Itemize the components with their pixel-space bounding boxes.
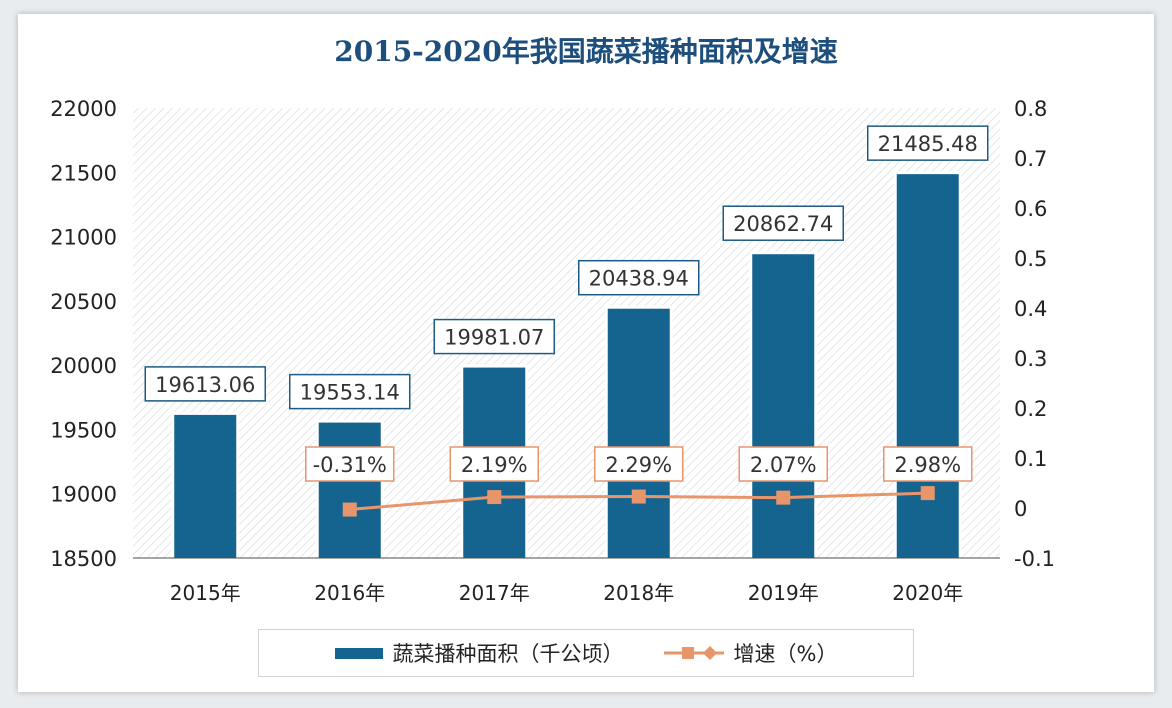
x-tick-label: 2019年: [748, 581, 819, 605]
growth-data-label-box: [738, 446, 828, 482]
chart-title: 2015-2020年我国蔬菜播种面积及增速: [334, 35, 838, 68]
bar-data-label-box: [433, 318, 555, 355]
bar-data-label: 19981.07: [444, 326, 544, 350]
right-tick-label: 0: [1014, 497, 1027, 521]
bar: [607, 308, 670, 558]
bar-data-label-box: [289, 373, 411, 410]
legend-item-area: 蔬菜播种面积（千公顷）: [334, 638, 624, 668]
x-tick-label: 2016年: [314, 581, 385, 605]
left-tick-label: 21500: [50, 161, 117, 185]
bar-data-label: 20862.74: [733, 212, 833, 236]
bar: [318, 422, 381, 558]
left-tick-label: 22000: [50, 97, 117, 121]
bar-data-label: 19613.06: [155, 373, 255, 397]
right-tick-label: -0.1: [1014, 547, 1055, 571]
growth-data-label-box: [449, 446, 539, 482]
left-tick-label: 18500: [50, 547, 117, 571]
bar-data-label-box: [578, 259, 700, 296]
legend-swatch-line: [663, 646, 724, 660]
right-tick-label: 0.6: [1014, 197, 1047, 221]
bar-data-label: 21485.48: [878, 132, 978, 156]
x-tick-label: 2017年: [459, 581, 530, 605]
growth-data-label: 2.07%: [750, 453, 817, 477]
bar-data-label-box: [144, 366, 266, 402]
left-tick-label: 19000: [50, 483, 117, 507]
right-tick-label: 0.1: [1014, 447, 1047, 471]
growth-marker: [776, 490, 791, 505]
bar-data-label-box: [722, 205, 844, 241]
right-tick-label: 0.7: [1014, 147, 1047, 171]
growth-marker: [920, 486, 935, 501]
legend: 蔬菜播种面积（千公顷） 增速（%）: [258, 629, 914, 677]
bar: [174, 414, 237, 558]
growth-data-label-box: [594, 446, 684, 482]
left-tick-label: 21000: [50, 226, 117, 250]
growth-data-label-box: [883, 446, 973, 482]
legend-swatch-bar: [334, 647, 383, 659]
bar-data-label-box: [867, 125, 989, 161]
x-tick-label: 2018年: [603, 581, 674, 605]
bar-data-label: 20438.94: [589, 267, 689, 291]
bar: [896, 174, 959, 558]
x-tick-label: 2020年: [892, 581, 963, 605]
growth-marker: [631, 489, 646, 504]
growth-data-label: 2.98%: [894, 453, 961, 477]
left-tick-label: 20500: [50, 290, 117, 314]
right-tick-label: 0.5: [1014, 247, 1047, 271]
legend-label-growth: 增速（%）: [733, 642, 838, 666]
plot-area: [133, 108, 1000, 558]
left-tick-label: 20000: [50, 354, 117, 378]
legend-label-area: 蔬菜播种面积（千公顷）: [392, 642, 624, 666]
right-tick-label: 0.8: [1014, 97, 1047, 121]
bar-data-label: 19553.14: [300, 381, 400, 405]
growth-marker: [487, 490, 502, 505]
growth-data-label: 2.19%: [461, 453, 528, 477]
growth-data-label-box: [305, 446, 395, 482]
x-tick-label: 2015年: [170, 581, 241, 605]
legend-item-growth: 增速（%）: [663, 638, 838, 668]
growth-marker: [342, 502, 357, 517]
left-tick-label: 19500: [50, 418, 117, 442]
bar: [752, 254, 815, 558]
right-tick-label: 0.2: [1014, 397, 1047, 421]
growth-data-label: 2.29%: [605, 453, 672, 477]
right-tick-label: 0.3: [1014, 347, 1047, 371]
right-tick-label: 0.4: [1014, 297, 1047, 321]
growth-data-label: -0.31%: [313, 453, 387, 477]
